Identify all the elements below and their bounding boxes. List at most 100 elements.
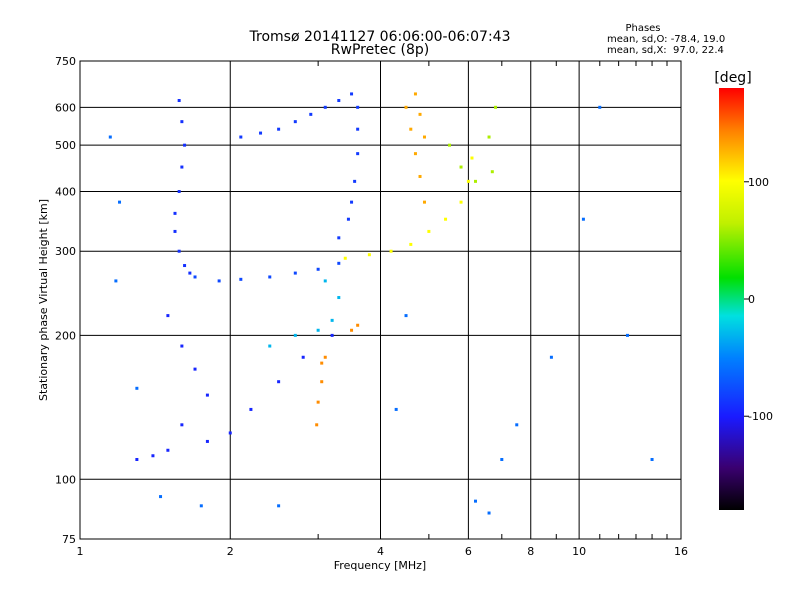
stats-line-x: mean, sd,X: 97.0, 22.4	[607, 45, 724, 56]
data-point	[404, 314, 408, 318]
data-point	[323, 105, 327, 109]
data-point	[320, 361, 324, 365]
data-point	[422, 200, 426, 204]
data-point	[323, 279, 327, 283]
data-point	[180, 165, 184, 169]
data-point	[118, 200, 122, 204]
y-tick-label: 600	[55, 101, 76, 114]
data-point	[343, 256, 347, 260]
data-point	[316, 267, 320, 271]
data-point	[114, 279, 118, 283]
data-point	[239, 277, 243, 281]
data-point	[418, 112, 422, 116]
data-point	[413, 92, 417, 96]
data-point	[108, 135, 112, 139]
y-axis-label: Stationary phase Virtual Height [km]	[37, 199, 50, 401]
y-tick-label: 400	[55, 185, 76, 198]
data-point	[180, 423, 184, 427]
stats-line-o: mean, sd,O: -78.4, 19.0	[607, 34, 725, 45]
colorbar	[719, 88, 744, 510]
y-tick-label: 75	[62, 533, 76, 546]
data-point	[337, 296, 341, 300]
data-point	[301, 355, 305, 359]
data-point	[330, 333, 334, 337]
data-point	[330, 318, 334, 322]
data-point	[249, 407, 253, 411]
data-point	[625, 333, 629, 337]
data-point	[353, 179, 357, 183]
data-point	[448, 143, 452, 147]
data-point	[337, 99, 341, 103]
data-point	[277, 380, 281, 384]
data-point	[268, 275, 272, 279]
x-axis-label: Frequency [MHz]	[334, 559, 426, 572]
grid-lines	[80, 61, 681, 539]
data-point	[356, 105, 360, 109]
data-point	[346, 217, 350, 221]
data-point	[239, 135, 243, 139]
x-tick-label: 16	[674, 545, 688, 558]
y-tick-label: 100	[55, 473, 76, 486]
y-tick-label: 750	[55, 55, 76, 68]
data-point	[277, 127, 281, 131]
data-point	[650, 457, 654, 461]
data-point	[193, 275, 197, 279]
data-point	[166, 448, 170, 452]
data-point	[337, 261, 341, 265]
x-tick-label: 4	[377, 545, 384, 558]
data-point	[444, 217, 448, 221]
data-point	[177, 99, 181, 103]
data-point	[409, 127, 413, 131]
data-point	[394, 407, 398, 411]
data-point	[487, 135, 491, 139]
data-point	[470, 156, 474, 160]
data-point	[293, 120, 297, 124]
data-point	[199, 504, 203, 508]
data-point	[166, 314, 170, 318]
data-point	[494, 105, 498, 109]
x-tick-label: 6	[465, 545, 472, 558]
data-point	[350, 200, 354, 204]
data-point	[173, 211, 177, 215]
x-tick-label: 10	[572, 545, 586, 558]
colorbar-ticks: -100 0 100	[744, 176, 773, 423]
chart-title: Tromsø 20141127 06:06:00-06:07:43	[249, 29, 511, 45]
data-point	[356, 152, 360, 156]
data-point	[135, 457, 139, 461]
y-tick-label: 200	[55, 329, 76, 342]
colorbar-label: [deg]	[714, 70, 751, 86]
data-point	[356, 127, 360, 131]
data-point	[515, 423, 519, 427]
x-tick-label: 8	[527, 545, 534, 558]
y-tick-label: 300	[55, 245, 76, 258]
stats-heading: Phases	[625, 23, 660, 34]
data-point	[183, 264, 187, 268]
data-point	[337, 236, 341, 240]
data-point	[459, 200, 463, 204]
data-point	[413, 152, 417, 156]
data-point	[228, 431, 232, 435]
data-point	[268, 344, 272, 348]
data-point	[350, 328, 354, 332]
x-tick-label: 1	[77, 545, 84, 558]
data-point	[487, 511, 491, 515]
data-point	[350, 92, 354, 96]
data-point	[135, 386, 139, 390]
data-point	[180, 344, 184, 348]
data-point	[193, 367, 197, 371]
data-point	[205, 393, 209, 397]
data-point	[473, 179, 477, 183]
y-tick-label: 500	[55, 139, 76, 152]
data-point	[473, 499, 477, 503]
data-point	[309, 112, 313, 116]
colorbar-tick-label: 100	[748, 176, 769, 189]
data-point	[180, 120, 184, 124]
data-point	[259, 131, 263, 135]
data-point	[581, 217, 585, 221]
data-point	[459, 165, 463, 169]
chart-subtitle: RwPretec (8p)	[331, 42, 429, 58]
axis-ticks: 1 2 4 6 8 10 16 75 100 200 300 400 500 600 750	[55, 55, 688, 558]
colorbar-tick-label: -100	[748, 410, 773, 423]
data-point	[159, 495, 163, 499]
